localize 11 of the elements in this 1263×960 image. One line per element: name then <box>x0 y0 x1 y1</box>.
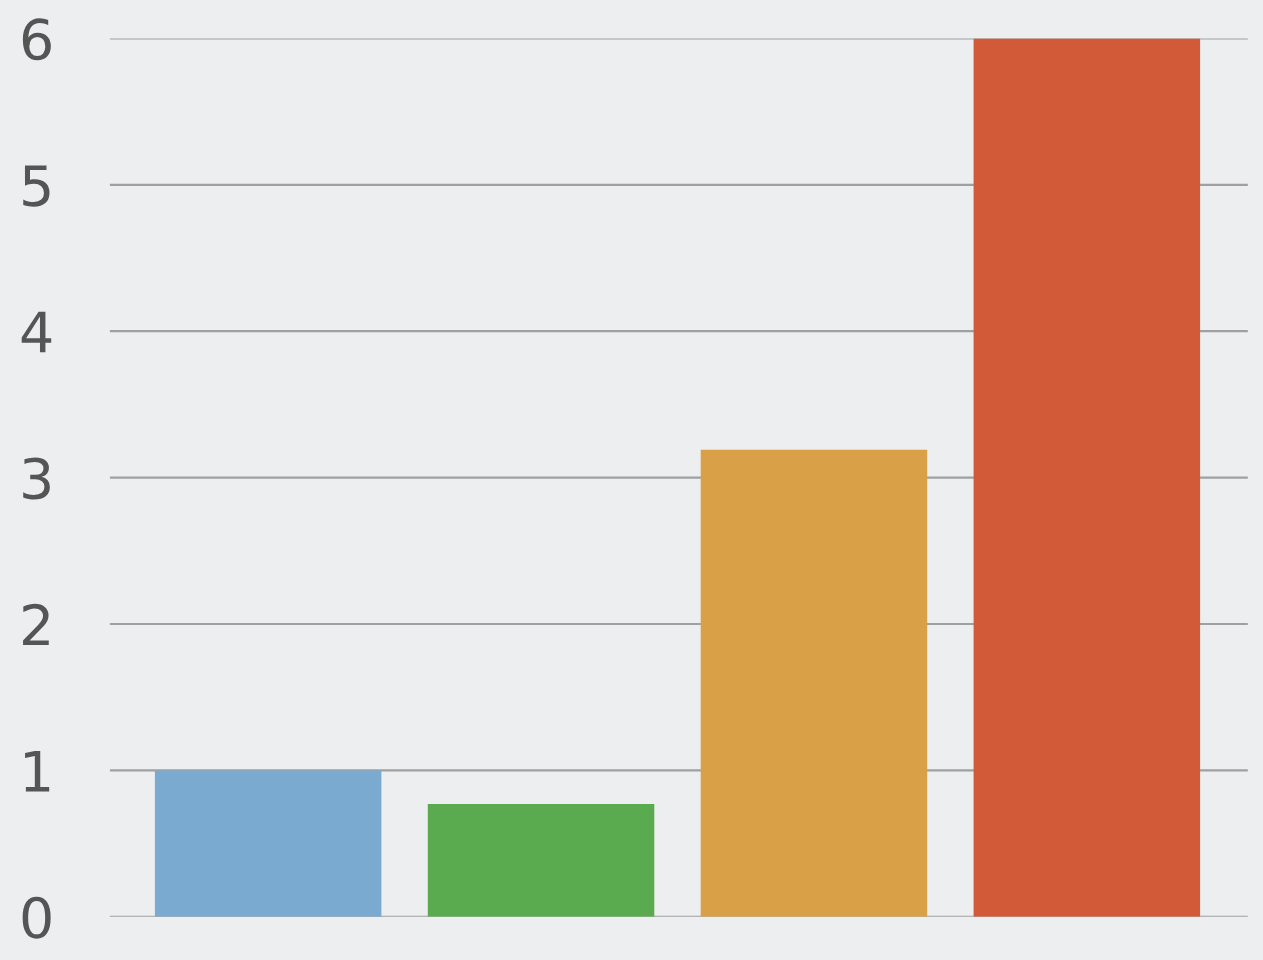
bar <box>700 449 928 917</box>
y-tick-label: 6 <box>22 18 51 61</box>
y-tick-label: 1 <box>25 751 50 792</box>
y-tick-label: 4 <box>21 311 52 353</box>
bar <box>973 38 1201 917</box>
y-tick-label: 2 <box>23 603 49 646</box>
bar <box>427 804 655 917</box>
y-tick-label: 3 <box>23 457 50 500</box>
bar <box>154 770 382 917</box>
y-tick-label: 0 <box>22 896 51 939</box>
y-tick-label: 5 <box>23 165 50 207</box>
